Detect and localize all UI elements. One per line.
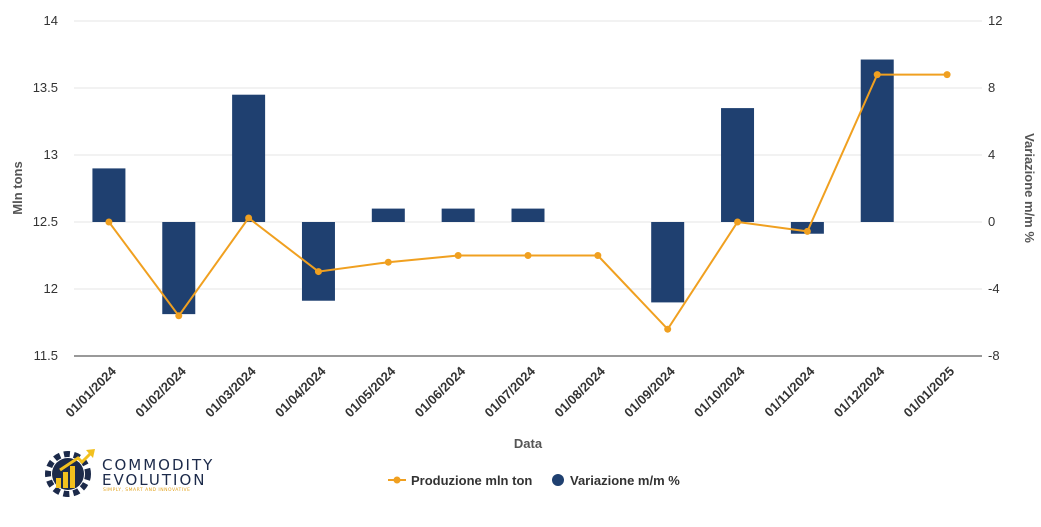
left-tick-label: 13.5 (33, 80, 58, 95)
line-point[interactable] (314, 268, 322, 276)
x-tick-label: 01/11/2024 (761, 363, 818, 420)
left-tick-label: 13 (44, 147, 58, 162)
right-axis-ticks: -8 -4 0 4 8 12 (988, 13, 1002, 363)
left-tick-label: 11.5 (34, 348, 58, 363)
left-axis-title: Mln tons (10, 161, 25, 214)
left-tick-label: 14 (44, 13, 58, 28)
x-tick-label: 01/09/2024 (621, 363, 678, 420)
x-tick-label: 01/01/2025 (901, 364, 958, 421)
bar[interactable] (441, 208, 475, 222)
bar[interactable] (511, 208, 545, 222)
x-tick-label: 01/08/2024 (551, 363, 608, 420)
left-axis-ticks: 11.5 12 12.5 13 13.5 14 (33, 13, 58, 363)
x-tick-label: 01/01/2024 (62, 363, 119, 420)
x-tick-label: 01/05/2024 (342, 363, 399, 420)
x-tick-label: 01/07/2024 (481, 363, 538, 420)
line-point[interactable] (873, 71, 881, 79)
line-point[interactable] (384, 258, 392, 266)
line-point[interactable] (175, 312, 183, 320)
right-tick-label: -4 (988, 281, 1000, 296)
x-tick-label: 01/04/2024 (272, 363, 329, 420)
logo-line1: COMMODITY (102, 456, 214, 474)
line-point[interactable] (524, 252, 532, 259)
line-point[interactable] (664, 325, 672, 333)
bar[interactable] (232, 94, 266, 222)
grid-lines (74, 20, 982, 357)
bar[interactable] (721, 108, 755, 222)
legend-bar-marker (552, 474, 564, 486)
right-tick-label: -8 (988, 348, 1000, 363)
legend[interactable]: Produzione mln ton Variazione m/m % (388, 473, 680, 488)
right-axis-title: Variazione m/m % (1022, 133, 1037, 243)
left-tick-label: 12.5 (33, 214, 58, 229)
line-point[interactable] (734, 218, 742, 226)
gear-chart-logo-icon (45, 449, 95, 497)
x-tick-label: 01/12/2024 (831, 363, 888, 420)
legend-line-marker (393, 476, 401, 484)
right-tick-label: 12 (988, 13, 1002, 28)
right-tick-label: 8 (988, 80, 995, 95)
logo-tagline: SIMPLY, SMART AND INNOVATIVE (103, 487, 190, 493)
right-tick-label: 4 (988, 147, 995, 162)
bar[interactable] (92, 168, 126, 222)
x-tick-label: 01/06/2024 (412, 363, 469, 420)
x-axis-ticks: 01/01/2024 01/02/2024 01/03/2024 01/04/2024… (62, 363, 957, 420)
line-point[interactable] (245, 214, 253, 222)
bar[interactable] (371, 208, 405, 222)
line-point[interactable] (943, 71, 951, 79)
line-point[interactable] (105, 218, 113, 226)
bar[interactable] (860, 59, 894, 223)
x-tick-label: 01/02/2024 (132, 363, 189, 420)
x-axis-title: Data (514, 436, 543, 451)
legend-item-bar[interactable]: Variazione m/m % (552, 473, 680, 488)
left-tick-label: 12 (44, 281, 58, 296)
right-tick-label: 0 (988, 214, 995, 229)
line-point[interactable] (454, 252, 462, 259)
bar[interactable] (301, 222, 335, 301)
legend-item-line[interactable]: Produzione mln ton (388, 473, 532, 488)
bar[interactable] (651, 222, 685, 303)
bar[interactable] (790, 222, 824, 234)
logo: COMMODITY EVOLUTION SIMPLY, SMART AND IN… (45, 449, 214, 497)
x-tick-label: 01/10/2024 (691, 363, 748, 420)
x-tick-label: 01/03/2024 (202, 363, 259, 420)
legend-label-bar: Variazione m/m % (570, 473, 680, 488)
legend-label-line: Produzione mln ton (411, 473, 532, 488)
bar-series (92, 59, 894, 315)
logo-line2: EVOLUTION (102, 471, 206, 489)
line-point[interactable] (594, 252, 602, 259)
line-series (105, 71, 951, 333)
line-point[interactable] (803, 227, 811, 235)
